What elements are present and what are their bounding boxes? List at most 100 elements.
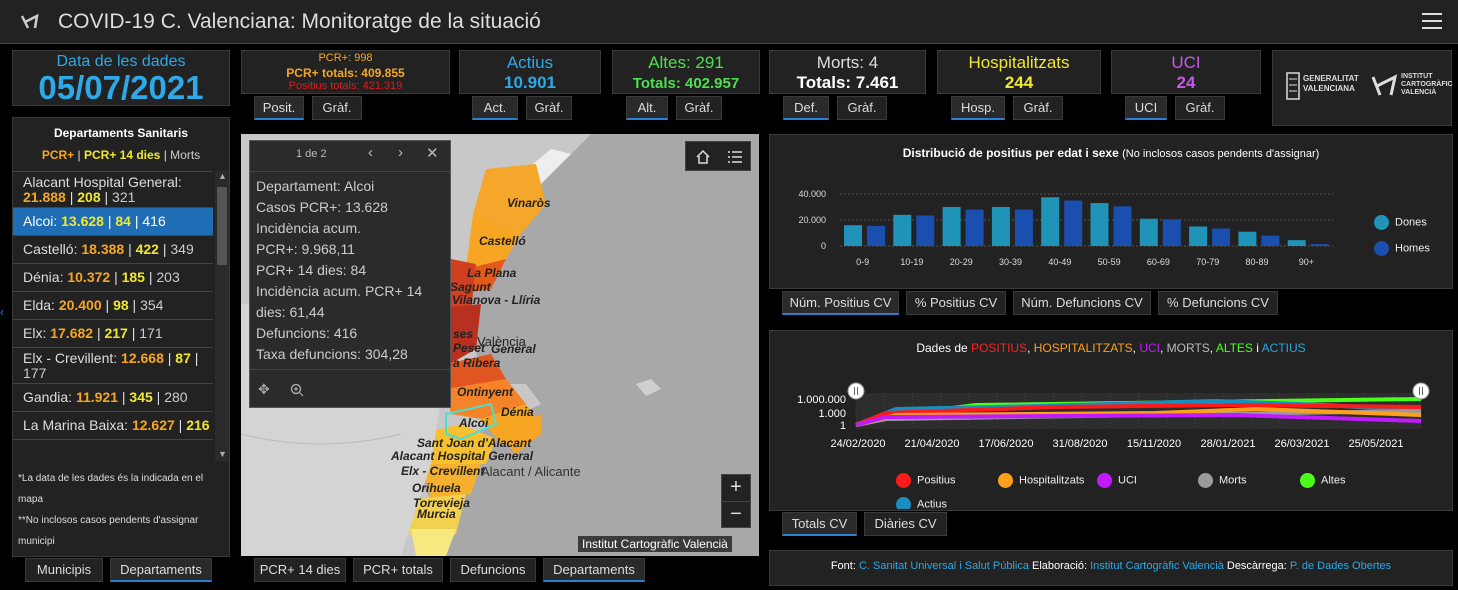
prev-icon[interactable]: ‹: [368, 144, 373, 161]
department-item[interactable]: Dénia: 10.372 | 185 | 203: [13, 264, 213, 292]
dept-castello: [466, 214, 521, 269]
home-icon[interactable]: [695, 149, 711, 165]
bar-dones[interactable]: [1238, 231, 1257, 246]
tab-actius[interactable]: Act.: [472, 96, 518, 120]
map-label-elxcrev: Elx - Crevillent: [401, 464, 485, 478]
department-item[interactable]: Castelló: 18.388 | 422 | 349: [13, 236, 213, 264]
bar-dones[interactable]: [1139, 218, 1158, 246]
legend-swatch: [1300, 473, 1315, 488]
bar-homes[interactable]: [1212, 228, 1231, 246]
x-tick-label: 70-79: [1196, 257, 1219, 267]
bar-homes[interactable]: [965, 209, 984, 246]
bar-dones[interactable]: [1287, 240, 1306, 246]
bar-homes[interactable]: [867, 225, 885, 246]
timeline-tab[interactable]: Diàries CV: [864, 512, 947, 536]
tab-municipis[interactable]: Municipis: [25, 558, 103, 582]
bar-homes[interactable]: [1162, 219, 1181, 246]
bar-dones[interactable]: [1189, 226, 1208, 247]
departments-panel: Departaments Sanitaris PCR+ | PCR+ 14 di…: [12, 117, 230, 557]
map-tab[interactable]: Defuncions: [450, 558, 536, 582]
footer-source-link[interactable]: C. Sanitat Universal i Salut Pública: [858, 560, 1029, 572]
age-chart-tab[interactable]: Núm. Defuncions CV: [1013, 291, 1151, 315]
left-collapse-icon[interactable]: ‹: [0, 305, 4, 319]
department-pcr: 11.921: [75, 389, 118, 405]
range-slider-handle[interactable]: [1412, 382, 1430, 400]
department-item[interactable]: Alcoi: 13.628 | 84 | 416: [13, 208, 213, 236]
bar-dones[interactable]: [1041, 197, 1060, 246]
tab-altes-graf[interactable]: Gràf.: [676, 96, 722, 120]
x-tick-label: 90+: [1299, 257, 1314, 267]
bar-homes[interactable]: [1261, 235, 1280, 246]
timeline-x-tick: 21/04/2020: [904, 438, 959, 450]
tab-uci-graf[interactable]: Gràf.: [1175, 96, 1225, 120]
bar-dones[interactable]: [844, 225, 862, 246]
department-item[interactable]: Gandia: 11.921 | 345 | 280: [13, 384, 213, 412]
bar-homes[interactable]: [1064, 200, 1083, 247]
timeline-legend-item[interactable]: UCI: [1097, 473, 1137, 488]
timeline-title-altes: ALTES: [1215, 341, 1253, 355]
x-tick-label: 0-9: [856, 257, 869, 267]
bar-homes[interactable]: [1113, 206, 1132, 246]
footer-elab-link[interactable]: Institut Cartogràfic Valencià: [1090, 560, 1224, 572]
bar-homes[interactable]: [1310, 244, 1329, 246]
tab-uci[interactable]: UCI: [1125, 96, 1167, 120]
map-tab[interactable]: PCR+ 14 dies: [254, 558, 346, 582]
department-item[interactable]: Elx - Crevillent: 12.668 | 87 | 177: [13, 348, 213, 384]
tab-morts[interactable]: Def.: [783, 96, 829, 120]
bar-dones[interactable]: [942, 207, 961, 246]
timeline-legend-item[interactable]: Altes: [1300, 473, 1345, 488]
department-item[interactable]: Elx: 17.682 | 217 | 171: [13, 320, 213, 348]
zoom-in-button[interactable]: +: [730, 476, 742, 498]
date-label: Data de les dades: [56, 53, 186, 70]
timeline-series-positius[interactable]: [855, 402, 1422, 427]
department-item[interactable]: Elda: 20.400 | 98 | 354: [13, 292, 213, 320]
footer-download-link[interactable]: P. de Dades Obertes: [1289, 560, 1392, 572]
map-label-alcoi: Alcoi: [459, 416, 489, 430]
menu-icon[interactable]: [1422, 12, 1442, 30]
bar-dones[interactable]: [991, 207, 1010, 246]
bar-dones[interactable]: [893, 214, 912, 246]
scroll-up-icon[interactable]: ▲: [218, 171, 227, 181]
tab-departaments[interactable]: Departaments: [110, 558, 212, 582]
map-label-peset: Peset: [453, 341, 486, 355]
tab-positius-graf[interactable]: Gràf.: [312, 96, 362, 120]
department-item[interactable]: La Marina Baixa: 12.627 | 216 | 352: [13, 412, 213, 440]
legend-label: Actius: [917, 498, 947, 509]
scroll-down-icon[interactable]: ▼: [218, 449, 227, 459]
tab-positius[interactable]: Posit.: [254, 96, 304, 120]
timeline-tab[interactable]: Totals CV: [782, 512, 857, 536]
tab-hosp[interactable]: Hosp.: [951, 96, 1005, 120]
pan-icon[interactable]: ✥: [258, 381, 270, 397]
tab-morts-graf[interactable]: Gràf.: [837, 96, 887, 120]
timeline-legend-item[interactable]: Positius: [896, 473, 956, 488]
map-tab[interactable]: Departaments: [543, 558, 645, 582]
bar-homes[interactable]: [916, 215, 935, 246]
age-chart-tab[interactable]: % Defuncions CV: [1158, 291, 1278, 315]
timeline-legend-item[interactable]: Morts: [1198, 473, 1247, 488]
bar-homes[interactable]: [1014, 209, 1033, 246]
tab-altes[interactable]: Alt.: [626, 96, 668, 120]
list-scrollbar[interactable]: ▲ ▼: [215, 171, 229, 461]
layer-list-icon[interactable]: [727, 149, 743, 165]
age-chart-tab[interactable]: % Positius CV: [906, 291, 1006, 315]
map-tab[interactable]: PCR+ totals: [353, 558, 443, 582]
popup-line: Taxa defuncions: 304,28: [256, 346, 408, 362]
zoom-out-button[interactable]: −: [730, 503, 742, 525]
tab-actius-graf[interactable]: Gràf.: [526, 96, 572, 120]
scroll-thumb[interactable]: [217, 187, 227, 265]
timeline-series-uci[interactable]: [855, 412, 1422, 427]
timeline-legend-item[interactable]: Hospitalitzats: [998, 473, 1084, 488]
age-chart-tab[interactable]: Núm. Positius CV: [782, 291, 899, 315]
department-item[interactable]: Alacant Hospital General: 21.888 | 208 |…: [13, 172, 213, 208]
timeline-legend-item[interactable]: Actius: [896, 497, 947, 509]
range-slider-handle[interactable]: [847, 382, 865, 400]
hosp-value: 244: [1004, 73, 1034, 92]
zoom-to-icon[interactable]: [290, 383, 304, 397]
next-icon[interactable]: ›: [398, 144, 403, 161]
bar-dones[interactable]: [1090, 203, 1109, 246]
tab-hosp-graf[interactable]: Gràf.: [1013, 96, 1063, 120]
footer-font-label: Font:: [830, 560, 856, 572]
close-icon[interactable]: ✕: [426, 145, 439, 162]
map-attribution[interactable]: Institut Cartogràfic Valencià: [578, 536, 732, 552]
